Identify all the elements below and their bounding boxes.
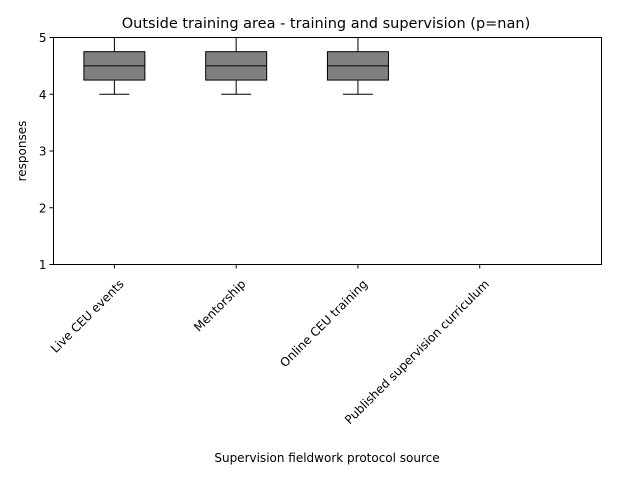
y-tick-label: 1 bbox=[39, 258, 47, 272]
plot-area bbox=[83, 37, 389, 95]
box-group bbox=[205, 37, 268, 95]
y-tick-label: 2 bbox=[39, 201, 47, 215]
x-tick-label: Mentorship bbox=[191, 277, 248, 334]
box-group bbox=[83, 37, 146, 95]
y-tick-label: 3 bbox=[39, 145, 47, 159]
x-tick-label: Published supervision curriculum bbox=[342, 277, 492, 427]
chart-title: Outside training area - training and sup… bbox=[122, 16, 530, 32]
y-axis: 1 2 3 4 5 bbox=[39, 31, 54, 272]
y-tick-label: 4 bbox=[39, 88, 47, 102]
box-group bbox=[326, 37, 389, 95]
y-axis-label: responses bbox=[15, 121, 29, 182]
x-axis-label: Supervision fieldwork protocol source bbox=[214, 451, 439, 465]
x-tick-label: Online CEU training bbox=[277, 277, 370, 370]
y-tick-label: 5 bbox=[39, 31, 47, 45]
x-tick-label: Live CEU events bbox=[48, 277, 127, 356]
x-axis: Live CEU events Mentorship Online CEU trai… bbox=[48, 264, 492, 427]
